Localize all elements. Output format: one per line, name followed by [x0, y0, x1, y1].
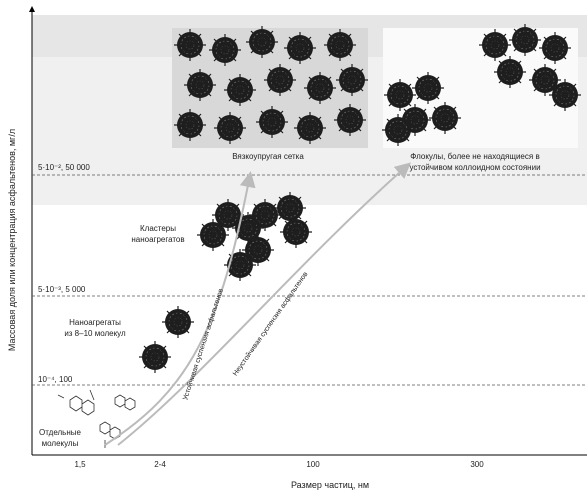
- arrow-label: Неустойчивая суспензия асфальтенов: [231, 270, 309, 377]
- x-axis-label: Размер частиц, нм: [291, 480, 369, 490]
- x-tick-label: 1,5: [74, 460, 86, 469]
- nanoaggregate-image: [139, 306, 194, 373]
- region-label: наноагрегатов: [131, 235, 184, 244]
- region-label: Флокулы, более не находящиеся в: [410, 152, 539, 161]
- cluster-image: [197, 192, 312, 281]
- region-label: молекулы: [42, 439, 79, 448]
- network-image: [172, 26, 368, 148]
- y-axis-label: Массовая доля или концентрация асфальтен…: [7, 129, 17, 351]
- region-label: из 8–10 молекул: [64, 329, 126, 338]
- region-label: Наноагрегаты: [69, 318, 121, 327]
- region-label: Вязкоупругая сетка: [232, 152, 304, 161]
- x-tick-label: 2-4: [154, 460, 166, 469]
- region-label: Отдельные: [39, 428, 81, 437]
- level-label: 10⁻⁴, 100: [38, 375, 73, 384]
- level-label: 5·10⁻², 50 000: [38, 163, 90, 172]
- x-tick-label: 300: [470, 460, 484, 469]
- diagram: Массовая доля или концентрация асфальтен…: [0, 0, 587, 492]
- arrow-label: Устойчивая суспензия асфальтенов: [181, 287, 225, 401]
- floc-image: [382, 24, 581, 148]
- region-label: Кластеры: [140, 224, 176, 233]
- x-tick-label: 100: [306, 460, 320, 469]
- level-label: 5·10⁻³, 5 000: [38, 285, 86, 294]
- region-label: устойчивом коллоидном состоянии: [409, 163, 540, 172]
